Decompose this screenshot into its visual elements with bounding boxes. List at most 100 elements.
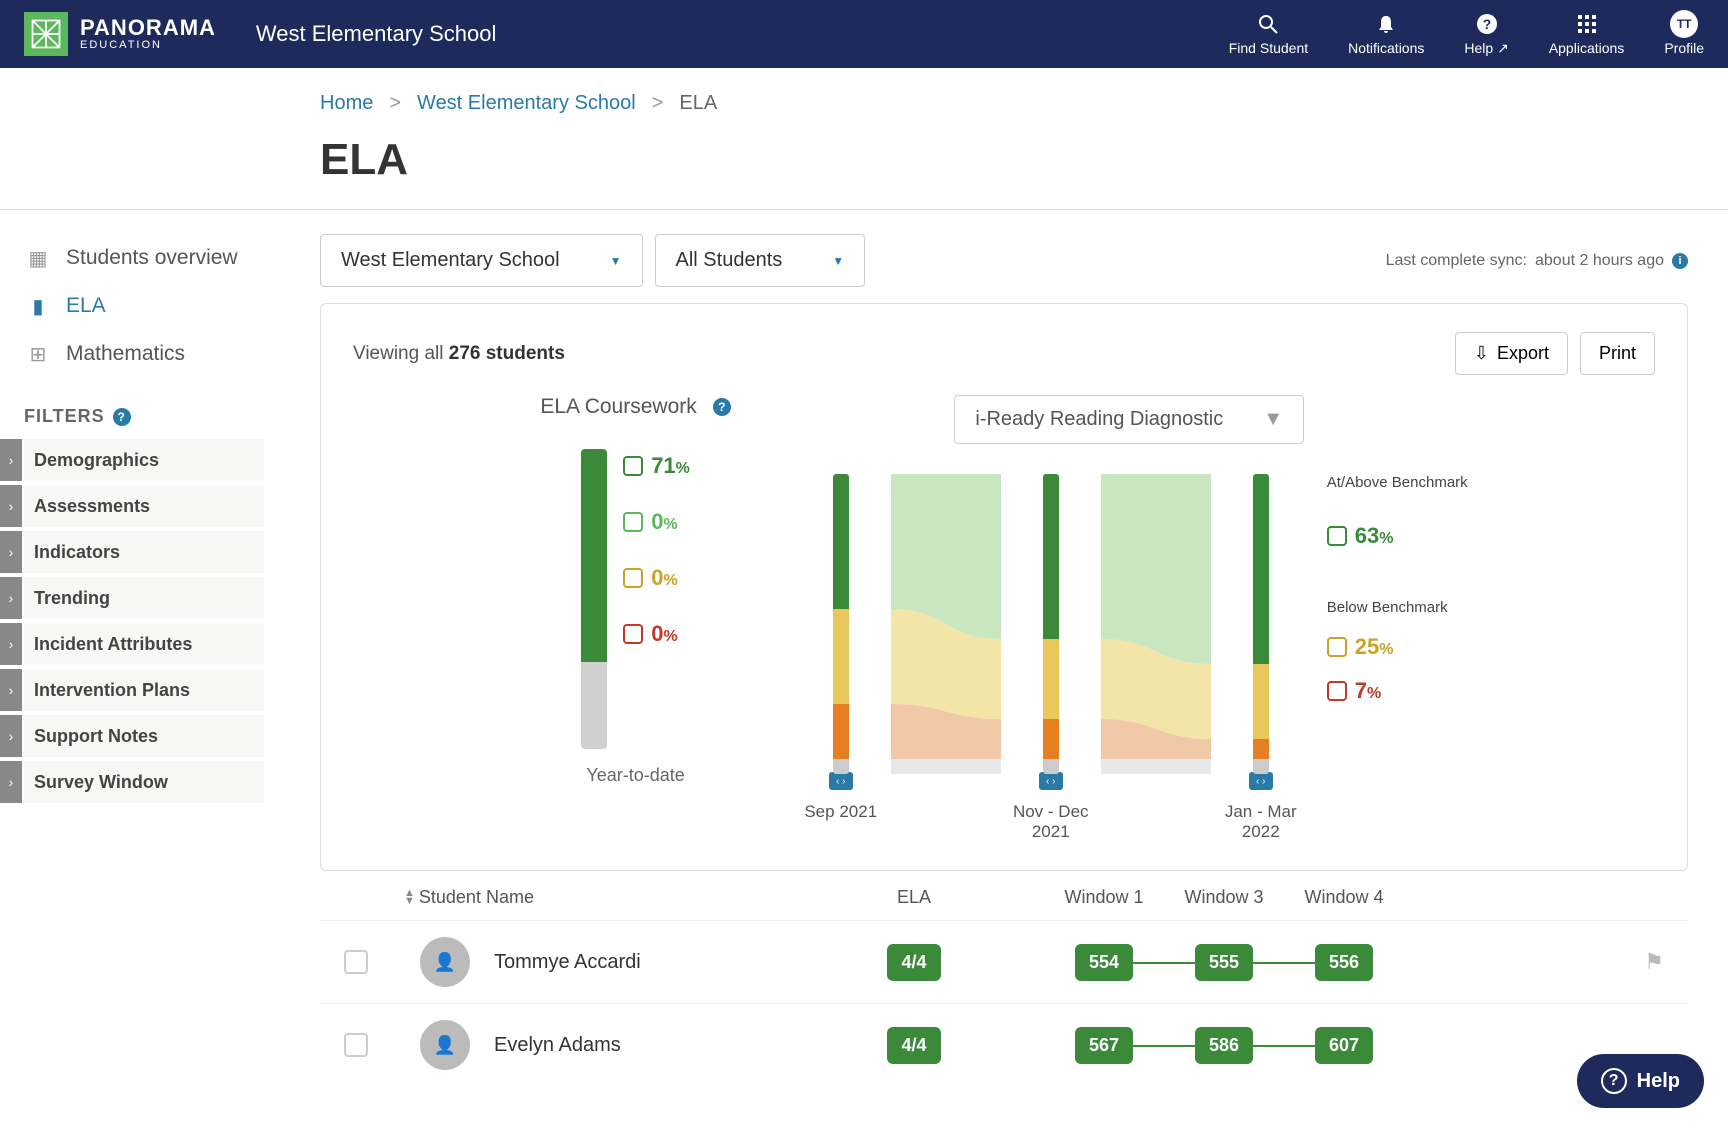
score-pill: 554	[1075, 944, 1133, 981]
caret-icon: ▼	[832, 254, 844, 268]
student-avatar: 👤	[420, 1020, 470, 1070]
school-dropdown[interactable]: West Elementary School ▼	[320, 234, 643, 287]
chart-title-row: i-Ready Reading Diagnostic ▼	[954, 395, 1304, 444]
sidebar-item-mathematics[interactable]: ⊞ Mathematics	[24, 330, 264, 378]
summary-value: 63%	[1355, 523, 1394, 549]
sankey-segment	[1253, 664, 1269, 739]
help-icon: ?	[1476, 12, 1498, 36]
header-nav: Find Student Notifications ? Help ↗ Appl…	[1229, 12, 1704, 57]
legend-value: 0%	[651, 509, 677, 535]
sankey-column: ‹ ›Nov - Dec 2021	[1001, 474, 1101, 842]
info-icon[interactable]: i	[1672, 253, 1688, 269]
col-w4-header[interactable]: Window 4	[1284, 887, 1404, 908]
legend-checkbox[interactable]	[623, 456, 643, 476]
sidebar-item-ela[interactable]: ▮ ELA	[24, 282, 264, 330]
score-pill: 556	[1315, 944, 1373, 981]
sankey-bar	[1043, 474, 1059, 774]
top-header: PANORAMA EDUCATION West Elementary Schoo…	[0, 0, 1728, 68]
chart-title: ELA Coursework	[540, 395, 696, 419]
print-button[interactable]: Print	[1580, 332, 1655, 375]
breadcrumb: Home > West Elementary School > ELA	[320, 92, 1728, 115]
sankey-chart: ‹ ›Sep 2021‹ ›Nov - Dec 2021‹ ›Jan - Mar…	[791, 474, 1311, 842]
period-slider[interactable]: ‹ ›	[829, 772, 853, 790]
filter-row[interactable]: ›Support Notes	[24, 715, 264, 757]
col-w1-header[interactable]: Window 1	[1044, 887, 1164, 908]
col-name-label: Student Name	[419, 887, 534, 908]
filter-row[interactable]: ›Intervention Plans	[24, 669, 264, 711]
legend-checkbox[interactable]	[1327, 526, 1347, 546]
nav-profile[interactable]: TT Profile	[1664, 12, 1704, 56]
help-widget[interactable]: ? Help	[1577, 1054, 1704, 1108]
row-checkbox[interactable]	[344, 1033, 368, 1057]
legend-checkbox[interactable]	[623, 568, 643, 588]
filter-label: Support Notes	[34, 726, 158, 747]
filter-row[interactable]: ›Assessments	[24, 485, 264, 527]
period-slider[interactable]: ‹ ›	[1249, 772, 1273, 790]
col-w3-header[interactable]: Window 3	[1164, 887, 1284, 908]
score-pill: 555	[1195, 944, 1253, 981]
sync-label: Last complete sync:	[1386, 252, 1527, 270]
ela-score-pill: 4/4	[887, 1027, 940, 1064]
legend-value: 71%	[651, 453, 690, 479]
col-name-header[interactable]: ▲▼ Student Name	[404, 887, 784, 908]
sankey-column: ‹ › Sep 2021	[791, 474, 891, 842]
student-row[interactable]: 👤 Tommye Accardi 4/4 554555556 ⚑	[320, 920, 1688, 1003]
filter-row[interactable]: ›Trending	[24, 577, 264, 619]
diagnostic-dropdown[interactable]: i-Ready Reading Diagnostic ▼	[954, 395, 1304, 444]
sort-icon: ▲▼	[404, 890, 415, 905]
bar-chart: 71%0%0%0%	[581, 449, 690, 749]
filter-row[interactable]: ›Incident Attributes	[24, 623, 264, 665]
legend-checkbox[interactable]	[1327, 681, 1347, 701]
book-icon: ▮	[24, 292, 52, 320]
period-slider[interactable]: ‹ ›	[1039, 772, 1063, 790]
legend-checkbox[interactable]	[623, 512, 643, 532]
nav-label: Applications	[1549, 40, 1625, 56]
bell-icon	[1376, 12, 1396, 36]
flag-icon[interactable]: ⚑	[1644, 949, 1664, 974]
charts-row: ELA Coursework ? 71%0%0%0% Year-to-date …	[353, 395, 1655, 842]
legend-top-label: At/Above Benchmark	[1327, 474, 1468, 491]
breadcrumb-school[interactable]: West Elementary School	[417, 92, 636, 115]
legend-value: 0%	[651, 565, 677, 591]
bar-x-label: Year-to-date	[586, 765, 684, 786]
nav-find-student[interactable]: Find Student	[1229, 12, 1308, 56]
summary-value: 7%	[1355, 678, 1381, 704]
filter-row[interactable]: ›Survey Window	[24, 761, 264, 803]
sankey-segment	[1043, 759, 1059, 774]
summary-row: 7%	[1327, 678, 1468, 704]
nav-help[interactable]: ? Help ↗	[1464, 12, 1508, 57]
nav-label: Find Student	[1229, 40, 1308, 56]
summary-row: 63%	[1327, 523, 1468, 549]
legend-checkbox[interactable]	[1327, 637, 1347, 657]
legend-row: 71%	[623, 453, 690, 479]
logo-text-block: PANORAMA EDUCATION	[80, 17, 216, 51]
export-button[interactable]: ⇩ Export	[1455, 332, 1568, 375]
bar-segment-empty	[581, 662, 607, 749]
controls-row: West Elementary School ▼ All Students ▼ …	[320, 234, 1688, 287]
period-label: Jan - Mar 2022	[1211, 802, 1311, 842]
filter-row[interactable]: ›Indicators	[24, 531, 264, 573]
sankey-segment	[833, 704, 849, 759]
svg-text:?: ?	[1482, 16, 1491, 32]
breadcrumb-sep: >	[652, 92, 664, 115]
avatar-icon: TT	[1670, 12, 1698, 36]
student-avatar: 👤	[420, 937, 470, 987]
breadcrumb-home[interactable]: Home	[320, 92, 373, 115]
nav-notifications[interactable]: Notifications	[1348, 12, 1424, 56]
diagnostic-legend: At/Above Benchmark 63%Below Benchmark25%…	[1327, 474, 1468, 704]
info-icon[interactable]: ?	[713, 398, 731, 416]
info-icon[interactable]: ?	[113, 408, 131, 426]
nav-applications[interactable]: Applications	[1549, 12, 1625, 56]
legend-checkbox[interactable]	[623, 624, 643, 644]
students-dropdown[interactable]: All Students ▼	[655, 234, 866, 287]
period-label: Sep 2021	[791, 802, 891, 822]
ela-score-pill: 4/4	[887, 944, 940, 981]
student-row[interactable]: 👤 Evelyn Adams 4/4 567586607	[320, 1003, 1688, 1086]
chart-title-row: ELA Coursework ?	[540, 395, 730, 419]
legend-bottom-label: Below Benchmark	[1327, 599, 1468, 616]
sidebar-item-overview[interactable]: ▦ Students overview	[24, 234, 264, 282]
row-checkbox[interactable]	[344, 950, 368, 974]
col-ela-header[interactable]: ELA	[784, 887, 1044, 908]
filter-row[interactable]: ›Demographics	[24, 439, 264, 481]
main-layout: ▦ Students overview ▮ ELA ⊞ Mathematics …	[0, 210, 1728, 1126]
